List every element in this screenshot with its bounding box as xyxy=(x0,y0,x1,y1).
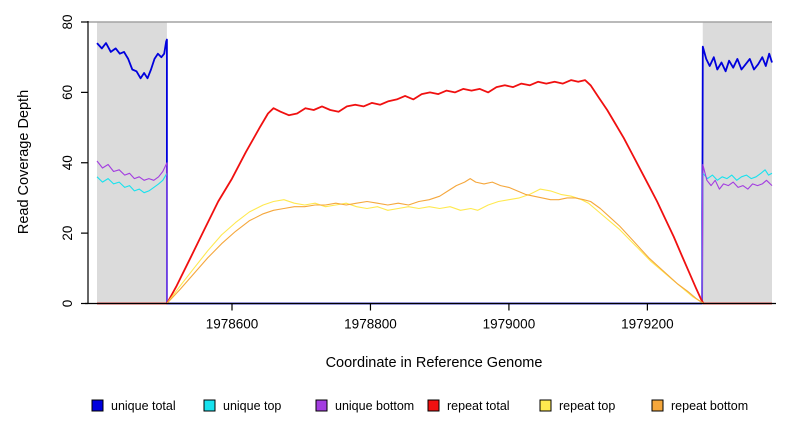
legend-swatch-repeat-top xyxy=(539,399,552,412)
x-axis-ticks: 1978600 1978800 1979000 1979200 xyxy=(206,303,674,332)
y-axis-ticks: 0 20 40 60 80 xyxy=(60,14,88,307)
legend-label: unique top xyxy=(223,399,281,413)
x-tick-label: 1979000 xyxy=(483,317,536,332)
series-line-repeat-total xyxy=(97,79,772,305)
y-tick-label: 0 xyxy=(60,300,75,308)
x-tick-label: 1978600 xyxy=(206,317,259,332)
legend-label: unique bottom xyxy=(335,399,414,413)
legend-label: unique total xyxy=(111,399,176,413)
legend-swatch-repeat-total xyxy=(427,399,440,412)
y-tick-label: 80 xyxy=(60,14,75,29)
legend-swatch-unique-top xyxy=(203,399,216,412)
legend-item: repeat total xyxy=(427,399,510,413)
legend-item: repeat top xyxy=(539,399,615,413)
legend-swatch-repeat-bottom xyxy=(651,399,664,412)
series-line-unique-total xyxy=(96,38,773,305)
y-tick-label: 60 xyxy=(60,85,75,100)
right-shaded-region xyxy=(702,22,772,304)
y-tick-label: 40 xyxy=(60,155,75,170)
legend-item: unique total xyxy=(91,399,176,413)
x-tick-label: 1978800 xyxy=(344,317,397,332)
y-tick-label: 20 xyxy=(60,226,75,241)
legend-swatch-unique-bottom xyxy=(315,399,328,412)
legend-swatch-unique-total xyxy=(91,399,104,412)
left-shaded-region xyxy=(97,22,167,304)
legend-label: repeat total xyxy=(447,399,510,413)
legend: unique total unique top unique bottom repea… xyxy=(91,399,748,413)
series-line-repeat-top xyxy=(97,188,772,305)
y-axis-title: Read Coverage Depth xyxy=(16,90,32,234)
x-tick-label: 1979200 xyxy=(621,317,674,332)
legend-item: unique top xyxy=(203,399,281,413)
shaded-regions xyxy=(97,22,772,304)
series-line-unique-top xyxy=(96,169,773,305)
series-line-repeat-bottom xyxy=(97,178,772,305)
legend-label: repeat top xyxy=(559,399,615,413)
legend-label: repeat bottom xyxy=(671,399,748,413)
series-lines xyxy=(96,38,773,305)
x-axis-title: Coordinate in Reference Genome xyxy=(326,355,543,371)
legend-item: repeat bottom xyxy=(651,399,748,413)
legend-item: unique bottom xyxy=(315,399,414,413)
